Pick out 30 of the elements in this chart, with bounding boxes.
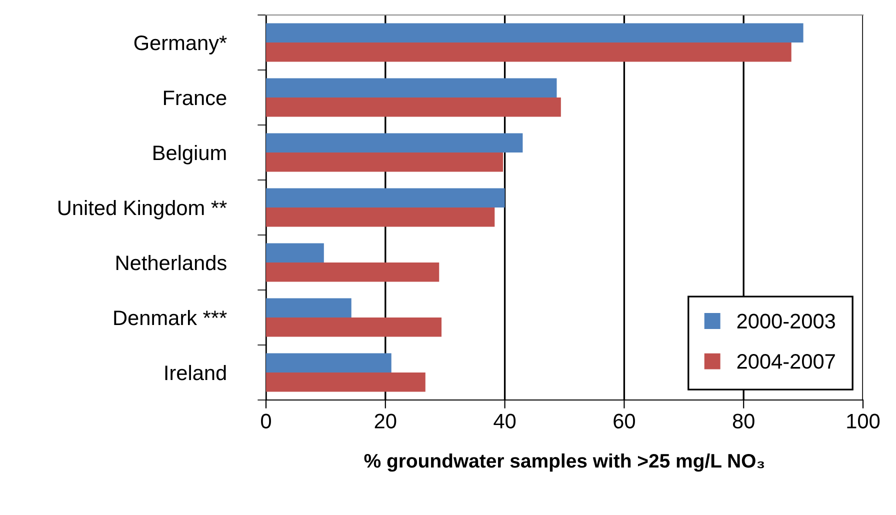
bar (266, 152, 504, 172)
x-tick-label: 80 (732, 414, 754, 428)
bar (266, 42, 792, 62)
bar (266, 353, 392, 372)
bar (266, 298, 352, 318)
y-tick-label: Denmark *** (114, 310, 227, 326)
bar (266, 243, 324, 262)
bar (266, 23, 804, 42)
bar (266, 78, 557, 98)
y-tick-label: Netherlands (116, 254, 226, 270)
y-tick-label: Germany* (134, 36, 227, 54)
bar (266, 188, 505, 208)
bar (266, 318, 442, 337)
bar (266, 372, 426, 392)
y-tick-label: United Kingdom ** (58, 200, 227, 220)
bar (266, 98, 561, 117)
y-tick-label: Belgium (154, 144, 226, 164)
legend-label: 2000-2003 (737, 314, 836, 329)
bar (266, 208, 495, 227)
legend-label: 2004-2007 (737, 354, 835, 369)
y-tick-label: Ireland (165, 364, 226, 380)
x-tick-label: 60 (614, 414, 635, 428)
x-tick-label: 0 (261, 414, 271, 428)
x-tick-label: 20 (374, 414, 396, 428)
bar (266, 133, 523, 152)
y-tick-label: France (164, 90, 226, 106)
x-tick-label: 40 (494, 414, 516, 428)
x-tick-label: 100 (847, 414, 880, 428)
bar (266, 262, 440, 282)
x-axis-title: % groundwater samples with >25 mg/L NO₃ (364, 453, 764, 472)
